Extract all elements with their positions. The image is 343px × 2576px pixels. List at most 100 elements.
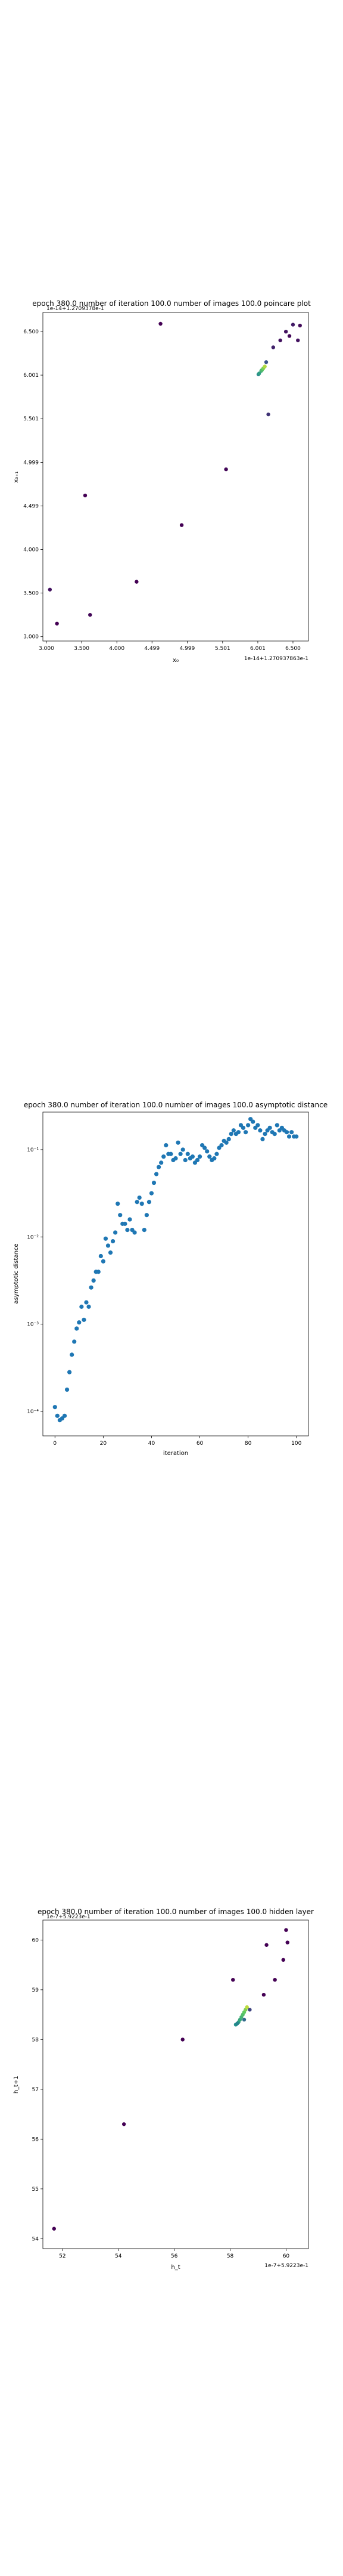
y-tick-label: 6.500 [23,329,39,335]
data-point [190,1154,195,1159]
data-point [127,1217,132,1222]
x-tick-label: 40 [148,1441,155,1447]
data-point [260,1137,265,1141]
asymptotic-points [52,1117,299,1423]
x-tick-label: 60 [283,2253,290,2259]
data-point [125,1227,130,1233]
x-tick-label: 6.500 [285,646,301,652]
poincare-x-offset: 1e-14+1.270937863e-1 [244,656,308,662]
x-tick-label: 100 [291,1441,301,1447]
hidden-layer-x-axis-label: h_t [171,2264,180,2271]
asymptotic-y-axis-label: asymptotic distance [13,1243,20,1304]
x-tick-label: 60 [197,1441,204,1447]
asymptotic-y-ticks: 10⁻⁴ 10⁻³ 10⁻² 10⁻¹ [27,1147,43,1415]
poincare-plot-title: epoch 380.0 number of iteration 100.0 nu… [32,299,311,308]
data-point [108,1250,113,1255]
data-point [287,334,292,338]
data-point [267,1125,272,1130]
data-point [273,1977,277,1982]
data-point [91,1278,96,1283]
data-point [135,1200,139,1205]
data-point [183,1157,188,1163]
data-point [157,1165,161,1169]
data-point [96,1270,101,1274]
hidden-layer-x-offset: 1e-7+5.9223e-1 [264,2263,308,2269]
data-point [180,1147,185,1152]
x-tick-label: 5.501 [215,646,230,652]
data-point [179,523,184,527]
data-point [180,2038,185,2042]
asymptotic-x-axis-label: iteration [163,1450,188,1457]
data-point [298,323,303,328]
data-point [82,1317,86,1322]
data-point [132,1230,137,1235]
data-point [275,1123,279,1128]
data-point [48,587,52,592]
y-tick-label: 10⁻² [27,1234,39,1240]
data-point [142,1227,146,1233]
data-point [242,2017,247,2022]
hidden-layer-y-ticks: 54 55 56 57 58 59 60 [32,1937,43,2242]
data-point [266,412,270,417]
data-point [207,1154,212,1159]
data-point [79,1304,84,1309]
x-tick-label: 52 [59,2253,66,2259]
data-point [214,1151,219,1156]
data-point [243,1130,248,1135]
data-point [89,1285,93,1290]
poincare-x-ticks: 3.000 3.500 4.000 4.499 4.999 5.501 6.001 6.500 [39,641,301,652]
data-point [283,329,288,334]
data-point [231,1128,236,1133]
hidden-layer-overlay-text: 1e-7+5.9223e-1 [46,1914,91,1920]
data-point [241,1125,246,1130]
hidden-layer-plot-title: epoch 380.0 number of iteration 100.0 nu… [38,1908,314,1916]
data-point [281,1958,285,1962]
data-point [121,2122,126,2126]
data-point [212,1156,217,1161]
data-point [219,1143,224,1148]
data-point [224,467,228,472]
poincare-x-axis-label: x₀ [173,657,179,664]
hidden-layer-y-axis-label: h_t+1 [13,2076,20,2094]
data-point [151,1180,157,1185]
data-point [258,1128,263,1133]
y-tick-label: 10⁻⁴ [27,1409,39,1415]
data-point [83,493,88,498]
data-point [98,1253,103,1259]
data-point [139,1202,144,1206]
y-tick-label: 3.500 [23,591,39,597]
data-point [197,1154,202,1159]
data-point [235,2021,239,2026]
data-point [74,1326,79,1331]
y-tick-label: 4.999 [23,460,39,466]
data-point [236,1130,241,1135]
x-tick-label: 20 [100,1441,107,1447]
data-point [173,1156,178,1161]
data-point [176,1140,180,1145]
y-tick-label: 5.501 [23,416,39,422]
data-point [146,1200,151,1205]
data-point [137,1195,142,1200]
data-point [257,371,261,376]
asymptotic-plot-title: epoch 380.0 number of iteration 100.0 nu… [24,1101,328,1109]
data-point [178,1151,183,1156]
data-point [70,1352,74,1357]
data-point [272,1131,277,1137]
x-tick-label: 58 [227,2253,234,2259]
data-point [123,1221,127,1226]
data-point [263,1131,267,1137]
poincare-y-ticks: 3.000 3.500 4.000 4.499 4.999 5.501 6.001 6.500 [23,329,43,640]
data-point [202,1145,207,1150]
data-point [291,323,295,327]
data-point [118,1213,123,1218]
data-point [64,1387,70,1392]
x-tick-label: 6.001 [250,646,266,652]
poincare-plot-area [42,312,309,642]
y-tick-label: 10⁻¹ [27,1147,39,1153]
data-point [84,1300,89,1305]
data-point [105,1243,111,1248]
hidden-layer-x-ticks: 52 54 56 58 60 [59,2249,289,2259]
data-point [246,1123,251,1128]
y-tick-label: 10⁻³ [27,1322,39,1328]
data-point [248,2008,252,2012]
